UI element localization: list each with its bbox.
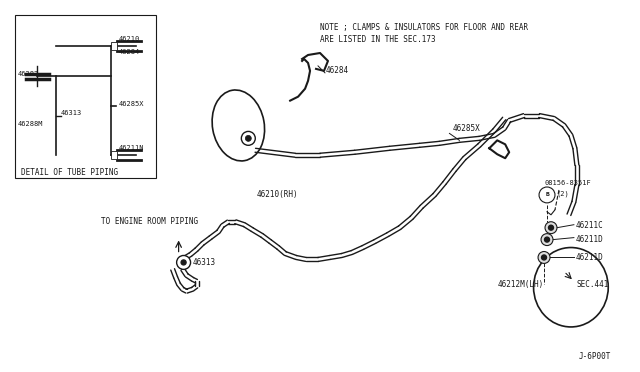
Circle shape [545,222,557,234]
Text: J-6P00T: J-6P00T [579,352,611,361]
Bar [111,151,117,159]
Text: 46284: 46284 [119,49,140,55]
Text: 46288M: 46288M [17,122,43,128]
Text: 46285X: 46285X [119,100,145,107]
Ellipse shape [212,90,264,161]
Circle shape [181,260,186,265]
Text: 08156-8351F: 08156-8351F [544,180,591,186]
Ellipse shape [534,247,608,327]
Circle shape [541,255,547,260]
Circle shape [245,135,252,141]
Text: (2): (2) [557,191,570,197]
Text: 46211D: 46211D [576,235,604,244]
Bar [111,42,117,50]
Text: 46210: 46210 [119,36,140,42]
Text: NOTE ; CLAMPS & INSULATORS FOR FLOOR AND REAR: NOTE ; CLAMPS & INSULATORS FOR FLOOR AND… [320,23,528,32]
Text: 46212M(LH): 46212M(LH) [497,280,543,289]
Circle shape [548,225,554,230]
Text: 46211C: 46211C [576,221,604,230]
Text: 46284: 46284 [326,66,349,76]
Circle shape [541,234,553,246]
Text: 46313: 46313 [193,258,216,267]
Circle shape [177,256,191,269]
Bar [15,15,156,178]
Text: 46313: 46313 [61,109,83,116]
Text: TO ENGINE ROOM PIPING: TO ENGINE ROOM PIPING [101,217,198,226]
Circle shape [545,237,550,242]
Text: SEC.441: SEC.441 [577,280,609,289]
Text: 46285X: 46285X [452,124,480,133]
Text: B: B [545,192,549,198]
Circle shape [538,251,550,263]
Text: DETAIL OF TUBE PIPING: DETAIL OF TUBE PIPING [21,168,118,177]
Circle shape [539,187,555,203]
Circle shape [241,131,255,145]
Text: 46211D: 46211D [576,253,604,262]
Text: 46210(RH): 46210(RH) [256,190,298,199]
Text: 46282: 46282 [17,71,38,77]
Text: ARE LISTED IN THE SEC.173: ARE LISTED IN THE SEC.173 [320,35,436,44]
Text: 46211N: 46211N [119,145,145,151]
